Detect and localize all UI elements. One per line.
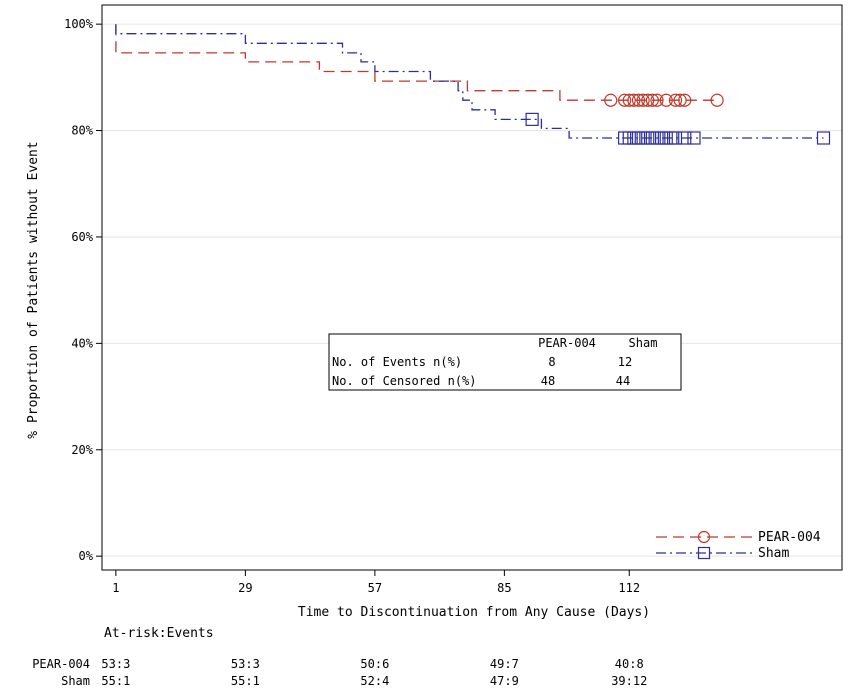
censor-marker-sham-0 xyxy=(525,112,539,126)
legend-label-pear: PEAR-004 xyxy=(758,530,821,545)
at-risk-row-label-pear: PEAR-004 xyxy=(32,657,90,671)
series-line-pear-004 xyxy=(115,24,718,101)
stats-censored-pear: 48 xyxy=(541,374,555,388)
x-axis: 1 29 57 85 112 xyxy=(112,570,640,595)
stats-censored-sham: 44 xyxy=(616,374,630,388)
y-tick-label-20: 20% xyxy=(71,443,93,457)
y-tick-label-0: 0% xyxy=(79,549,94,563)
at-risk-values: 53:3 53:3 50:6 49:7 40:8 55:1 55:1 52:4 47:9 39:1… xyxy=(101,657,647,688)
at-risk-value-pear-004-0: 53:3 xyxy=(101,657,130,671)
x-tick-label-112: 112 xyxy=(618,581,640,595)
y-axis: 0% 20% 40% 60% 80% 100% xyxy=(64,17,102,563)
at-risk-title: At-risk:Events xyxy=(104,626,214,641)
censor-marker-pear-004-5 xyxy=(636,93,650,107)
legend-marker-circle xyxy=(697,530,711,544)
censor-marker-pear-004-8 xyxy=(650,93,664,107)
at-risk-value-pear-004-1: 53:3 xyxy=(231,657,260,671)
stats-table: PEAR-004 Sham No. of Events n(%) 8 12 No… xyxy=(328,333,682,391)
censor-marker-pear-004-2 xyxy=(622,93,636,107)
y-tick-label-60: 60% xyxy=(71,230,93,244)
legend-marker-square xyxy=(697,546,711,560)
y-tick-label-100: 100% xyxy=(64,17,94,31)
stats-row-label-censored: No. of Censored n(%) xyxy=(332,374,477,388)
x-tick-label-29: 29 xyxy=(238,581,252,595)
at-risk-value-sham-4: 39:12 xyxy=(611,674,647,688)
censor-marker-pear-004-1 xyxy=(618,93,632,107)
x-tick-label-57: 57 xyxy=(368,581,382,595)
x-axis-label: Time to Discontinuation from Any Cause (… xyxy=(298,605,650,620)
censor-marker-pear-004-10 xyxy=(668,93,683,107)
censor-marker-pear-004-12 xyxy=(678,93,692,107)
at-risk-value-sham-0: 55:1 xyxy=(101,674,130,688)
censor-marker-pear-004-0 xyxy=(604,93,618,107)
at-risk-row-label-sham: Sham xyxy=(61,674,90,688)
censor-marker-sham-15 xyxy=(816,131,831,145)
stats-table-box xyxy=(328,333,682,391)
censor-marker-pear-004-3 xyxy=(627,93,641,107)
at-risk-value-sham-1: 55:1 xyxy=(231,674,260,688)
at-risk-value-pear-004-4: 40:8 xyxy=(615,657,644,671)
censor-marker-sham-12 xyxy=(668,131,683,145)
plot-frame xyxy=(101,4,843,571)
legend-label-sham: Sham xyxy=(758,546,789,561)
censor-marker-pear-004-6 xyxy=(641,93,655,107)
censor-marker-pear-004-11 xyxy=(673,93,687,107)
legend: PEAR-004 Sham xyxy=(656,530,821,561)
stats-row-label-events: No. of Events n(%) xyxy=(332,355,462,369)
at-risk-value-sham-3: 47:9 xyxy=(490,674,519,688)
y-tick-label-40: 40% xyxy=(71,336,93,350)
survival-curves xyxy=(115,24,824,139)
at-risk-value-sham-2: 52:4 xyxy=(360,674,389,688)
censor-marker-sham-14 xyxy=(687,131,701,145)
censor-marker-pear-004-7 xyxy=(645,93,659,107)
censor-markers xyxy=(525,93,831,145)
censor-marker-sham-13 xyxy=(678,131,692,145)
stats-col-header-sham: Sham xyxy=(629,336,658,350)
censor-marker-pear-004-9 xyxy=(659,93,673,107)
at-risk-value-pear-004-2: 50:6 xyxy=(360,657,389,671)
y-tick-label-80: 80% xyxy=(71,124,93,138)
stats-events-pear: 8 xyxy=(548,355,555,369)
x-tick-label-1: 1 xyxy=(112,581,119,595)
y-axis-label: % Proportion of Patients without Event xyxy=(26,141,41,438)
x-tick-label-85: 85 xyxy=(497,581,511,595)
at-risk-value-pear-004-3: 49:7 xyxy=(490,657,519,671)
stats-events-sham: 12 xyxy=(618,355,632,369)
censor-marker-pear-004-13 xyxy=(710,93,724,107)
stats-col-header-pear: PEAR-004 xyxy=(538,336,596,350)
censor-marker-pear-004-4 xyxy=(631,93,646,107)
series-line-sham xyxy=(115,24,824,139)
